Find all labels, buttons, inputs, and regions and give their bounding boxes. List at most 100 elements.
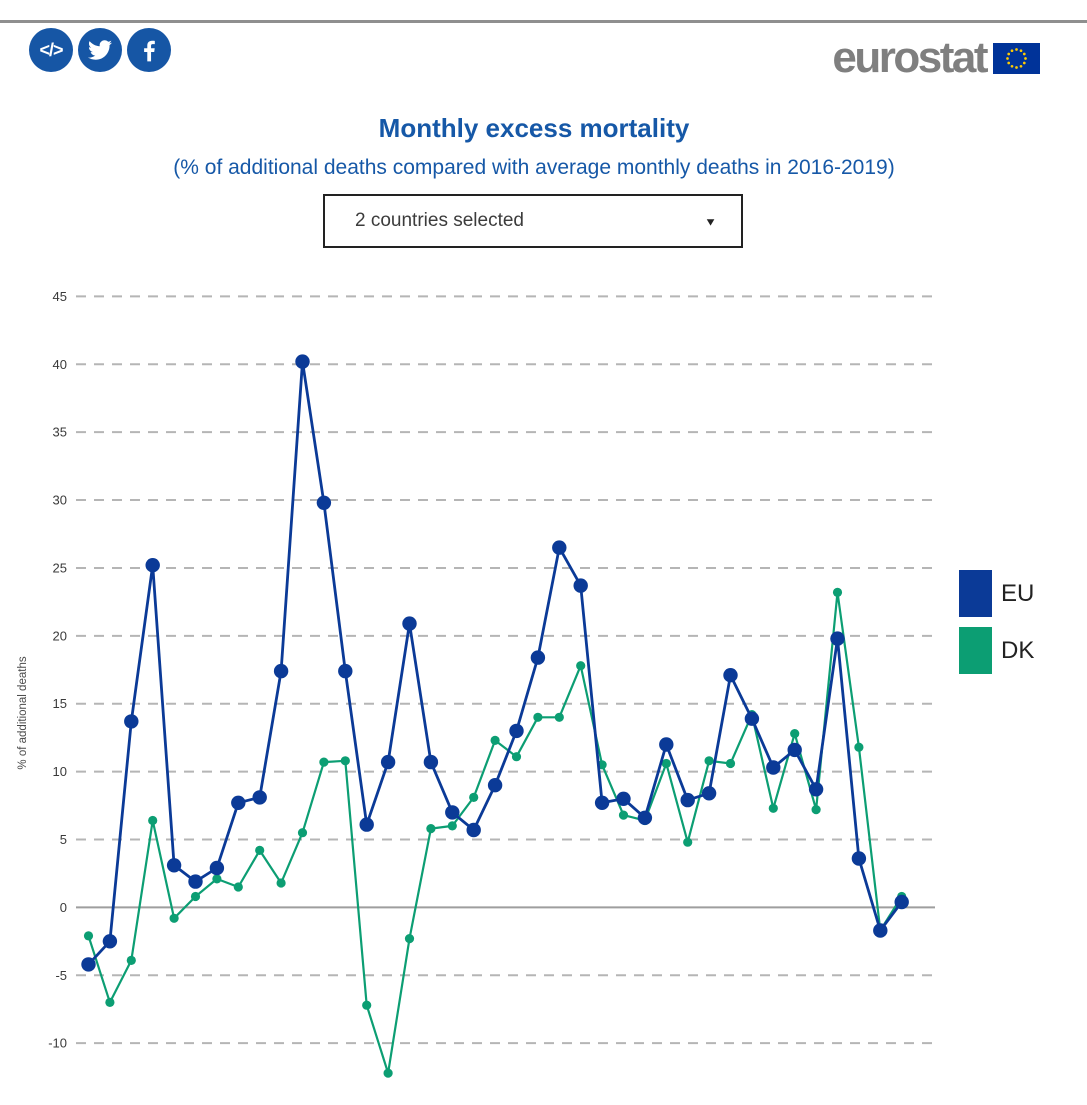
data-point-eu[interactable]	[423, 754, 439, 770]
data-point-eu[interactable]	[723, 668, 738, 683]
data-point-dk[interactable]	[811, 805, 821, 815]
data-point-eu[interactable]	[316, 495, 332, 510]
data-point-eu[interactable]	[744, 711, 760, 726]
data-point-eu[interactable]	[873, 923, 888, 938]
data-point-eu[interactable]	[573, 578, 588, 593]
y-axis-tick-label: 15	[53, 696, 67, 711]
data-point-dk[interactable]	[340, 756, 350, 766]
data-point-dk[interactable]	[854, 742, 864, 752]
data-point-dk[interactable]	[190, 891, 201, 902]
data-point-dk[interactable]	[319, 757, 329, 767]
data-point-dk[interactable]	[725, 758, 736, 769]
data-point-dk[interactable]	[212, 874, 222, 884]
data-point-dk[interactable]	[768, 803, 778, 813]
data-point-dk[interactable]	[105, 997, 115, 1008]
data-point-eu[interactable]	[102, 934, 118, 949]
y-axis-tick-label: 25	[53, 560, 67, 575]
data-point-eu[interactable]	[552, 540, 567, 555]
data-point-eu[interactable]	[295, 354, 310, 369]
data-point-eu[interactable]	[766, 760, 781, 775]
page-title: Monthly excess mortality	[378, 113, 690, 143]
data-point-dk[interactable]	[233, 882, 243, 892]
y-axis-tick-label: 0	[60, 900, 67, 915]
data-point-dk[interactable]	[426, 824, 436, 834]
data-point-eu[interactable]	[380, 754, 396, 770]
data-point-eu[interactable]	[594, 795, 610, 810]
share-toolbar: </>	[29, 28, 171, 72]
y-axis-tick-label: 40	[53, 357, 67, 372]
data-point-eu[interactable]	[445, 805, 460, 820]
data-point-eu[interactable]	[808, 782, 824, 797]
data-point-dk[interactable]	[383, 1068, 393, 1078]
twitter-icon	[88, 40, 112, 60]
data-point-dk[interactable]	[554, 712, 564, 722]
y-axis-tick-label: 10	[53, 764, 67, 779]
data-point-eu[interactable]	[530, 650, 546, 665]
data-point-dk[interactable]	[404, 934, 415, 944]
y-axis-title: % of additional deaths	[17, 656, 29, 769]
data-point-eu[interactable]	[659, 737, 674, 752]
data-point-dk[interactable]	[276, 878, 286, 888]
data-point-eu[interactable]	[188, 874, 203, 889]
data-point-dk[interactable]	[362, 1000, 372, 1010]
data-point-dk[interactable]	[790, 729, 800, 739]
data-point-dk[interactable]	[704, 756, 714, 766]
series-line-dk	[87, 591, 903, 1075]
data-point-dk[interactable]	[169, 913, 179, 923]
y-axis-tick-label: 35	[53, 425, 67, 440]
top-divider	[0, 20, 1087, 23]
data-point-eu[interactable]	[145, 558, 160, 573]
data-point-eu[interactable]	[637, 810, 653, 825]
data-point-eu[interactable]	[701, 786, 717, 801]
data-point-dk[interactable]	[683, 837, 693, 847]
facebook-button[interactable]	[127, 28, 171, 72]
data-point-dk[interactable]	[511, 752, 522, 762]
data-point-eu[interactable]	[359, 817, 374, 832]
data-point-dk[interactable]	[148, 815, 158, 826]
data-point-dk[interactable]	[490, 735, 500, 746]
data-point-dk[interactable]	[297, 828, 308, 838]
data-point-dk[interactable]	[469, 792, 479, 803]
data-point-dk[interactable]	[255, 845, 265, 856]
y-axis-tick-label: 20	[53, 628, 67, 643]
data-point-eu[interactable]	[124, 714, 139, 729]
chevron-down-icon: ▼	[704, 214, 717, 228]
data-point-dk[interactable]	[618, 810, 629, 820]
y-axis-tick-label: -10	[48, 1036, 67, 1051]
data-point-eu[interactable]	[231, 795, 246, 810]
data-point-dk[interactable]	[126, 955, 136, 966]
data-point-eu[interactable]	[273, 663, 289, 679]
data-point-eu[interactable]	[680, 792, 695, 808]
twitter-button[interactable]	[78, 28, 122, 72]
data-point-eu[interactable]	[81, 957, 96, 972]
data-point-eu[interactable]	[851, 851, 867, 866]
data-point-eu[interactable]	[402, 616, 417, 631]
data-point-dk[interactable]	[447, 821, 457, 831]
legend-item-dk[interactable]: DK	[959, 627, 1034, 674]
data-point-dk[interactable]	[661, 758, 671, 769]
legend-item-eu[interactable]: EU	[959, 570, 1034, 617]
data-point-eu[interactable]	[466, 822, 481, 838]
data-point-dk[interactable]	[576, 661, 586, 671]
data-point-eu[interactable]	[487, 778, 503, 793]
embed-button[interactable]: </>	[29, 28, 73, 72]
data-point-dk[interactable]	[83, 931, 94, 941]
country-select-dropdown[interactable]: 2 countries selected ▼	[323, 194, 743, 248]
data-point-eu[interactable]	[209, 860, 225, 876]
data-point-dk[interactable]	[533, 712, 543, 722]
data-point-eu[interactable]	[616, 791, 631, 806]
data-point-eu[interactable]	[894, 894, 909, 910]
data-point-eu[interactable]	[252, 790, 267, 805]
data-point-eu[interactable]	[166, 858, 182, 873]
legend-label-dk: DK	[1001, 636, 1035, 664]
data-point-eu[interactable]	[338, 663, 353, 679]
data-point-eu[interactable]	[509, 723, 524, 739]
dropdown-selected-value: 2 countries selected	[355, 210, 524, 231]
series-line-eu	[87, 360, 903, 966]
code-icon: </>	[39, 39, 63, 60]
data-point-eu[interactable]	[787, 742, 802, 758]
chart-subtitle: (% of additional deaths compared with av…	[173, 156, 895, 179]
data-point-eu[interactable]	[830, 631, 845, 646]
data-point-dk[interactable]	[832, 587, 843, 598]
y-axis-tick-label: 30	[53, 493, 67, 508]
